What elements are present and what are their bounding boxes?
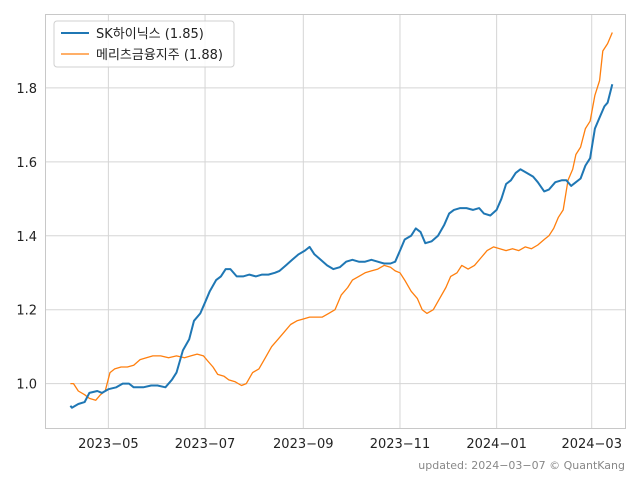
- y-tick-label: 1.6: [16, 156, 37, 171]
- plot-area-border: [45, 14, 626, 429]
- grid: [45, 14, 625, 428]
- legend: SK하이닉스 (1.85) 메리츠금융지주 (1.88): [53, 20, 235, 68]
- x-tick-label: 2024−01: [466, 437, 527, 452]
- x-axis-ticks: 2023−05 2023−07 2023−09 2023−11 2024−01 2024−…: [78, 437, 622, 452]
- y-tick-label: 1.0: [16, 378, 37, 393]
- x-tick-label: 2023−05: [78, 437, 139, 452]
- footer-updated: updated: 2024−03−07 © QuantKang: [418, 459, 625, 472]
- x-tick-label: 2023−07: [175, 437, 236, 452]
- y-tick-label: 1.2: [16, 304, 37, 319]
- y-tick-label: 1.8: [16, 82, 37, 97]
- legend-label-meritz: 메리츠금융지주 (1.88): [96, 48, 223, 63]
- series-line-sk-hynix: [69, 83, 614, 409]
- y-axis-ticks: 1.0 1.2 1.4 1.6 1.8: [16, 82, 37, 393]
- x-tick-label: 2023−09: [273, 437, 334, 452]
- legend-box: [53, 20, 235, 68]
- legend-label-sk-hynix: SK하이닉스 (1.85): [96, 27, 204, 42]
- series-layer: [69, 32, 614, 409]
- series-line-meritz: [70, 32, 613, 401]
- x-tick-label: 2024−03: [561, 437, 622, 452]
- y-tick-label: 1.4: [16, 230, 37, 245]
- x-tick-label: 2023−11: [370, 437, 431, 452]
